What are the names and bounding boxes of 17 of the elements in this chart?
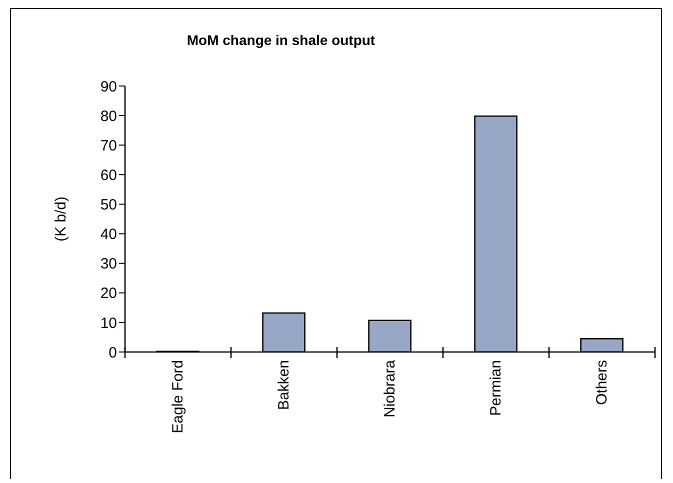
- y-tick-label: 60: [100, 166, 117, 184]
- y-tick-label: 90: [100, 78, 117, 96]
- x-tick-label: Eagle Ford: [170, 360, 186, 434]
- chart-title: MoM change in shale output: [186, 32, 376, 48]
- y-tick-label: 40: [100, 226, 117, 244]
- y-tick-label: 50: [100, 196, 117, 214]
- y-tick-label: 20: [100, 285, 117, 302]
- y-axis-title: (K b/d): [52, 196, 70, 242]
- y-tick-label: 10: [100, 314, 117, 332]
- x-tick-label: Bakken: [276, 360, 292, 410]
- y-tick-label: 0: [108, 344, 117, 362]
- x-tick-label: Niobrara: [382, 359, 398, 418]
- y-tick-label: 70: [100, 137, 117, 154]
- y-tick-label: 30: [100, 256, 117, 273]
- x-tick-label: Others: [594, 360, 610, 406]
- x-tick-label: Permian: [488, 360, 504, 416]
- y-tick-label: 80: [100, 108, 117, 125]
